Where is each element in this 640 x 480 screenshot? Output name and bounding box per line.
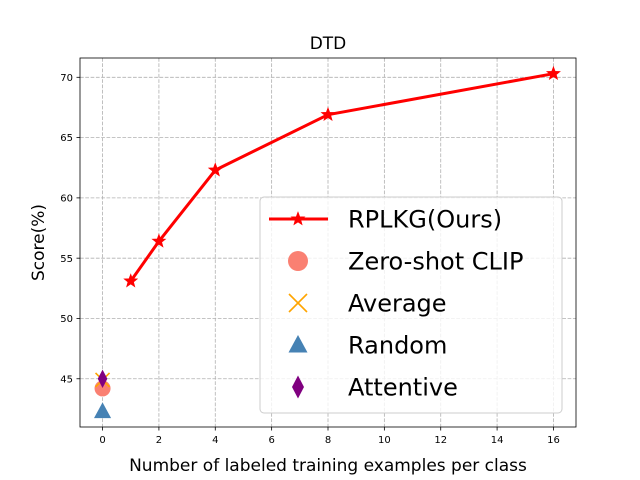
legend-item: RPLKG(Ours)	[269, 206, 502, 234]
legend-marker	[288, 293, 308, 313]
y-tick-label: 55	[60, 254, 73, 265]
data-point	[93, 402, 112, 419]
x-tick-label: 0	[99, 435, 105, 446]
legend-item: Random	[288, 332, 447, 360]
series-random	[93, 402, 112, 419]
legend-marker	[292, 375, 304, 399]
x-tick-label: 2	[156, 435, 162, 446]
legend-label: Random	[348, 332, 447, 360]
x-tick-label: 10	[378, 435, 391, 446]
x-tick-label: 8	[325, 435, 331, 446]
series-attentive	[97, 369, 108, 388]
x-tick-label: 14	[491, 435, 504, 446]
series-rplkg-ours	[123, 65, 561, 288]
legend-item: Zero-shot CLIP	[288, 248, 523, 276]
legend: RPLKG(Ours) Zero-shot CLIP Average Random At…	[259, 196, 563, 414]
legend-label: Average	[348, 290, 447, 318]
data-point	[545, 65, 561, 81]
plot-series	[93, 65, 561, 419]
legend-marker	[288, 335, 308, 353]
data-point	[97, 369, 108, 388]
x-tick-label: 4	[212, 435, 218, 446]
x-tick-label: 12	[434, 435, 447, 446]
legend-label: Attentive	[348, 374, 458, 402]
legend-marker	[288, 251, 308, 271]
legend-item: Attentive	[292, 374, 458, 402]
y-tick-label: 70	[60, 73, 73, 84]
data-point	[207, 162, 223, 177]
x-tick-label: 16	[547, 435, 560, 446]
y-tick-label: 60	[60, 193, 73, 204]
legend-marker	[290, 211, 306, 226]
axis-ticks: 0 2 4 6 8 10 12 14 16 45 50 55 60 65 70	[60, 73, 560, 446]
y-tick-label: 50	[60, 314, 73, 325]
legend-label: RPLKG(Ours)	[348, 206, 502, 234]
legend-label: Zero-shot CLIP	[348, 248, 523, 276]
data-point	[320, 106, 336, 122]
data-point	[151, 233, 167, 248]
x-axis-label: Number of labeled training examples per …	[129, 456, 527, 476]
plot-frame	[79, 57, 577, 428]
x-tick-label: 6	[268, 435, 274, 446]
y-tick-label: 45	[60, 374, 73, 385]
y-tick-label: 65	[60, 133, 73, 144]
legend-item: Average	[288, 290, 447, 318]
y-axis-label: Score(%)	[29, 204, 49, 281]
data-point	[123, 273, 139, 288]
legend-box	[259, 196, 563, 414]
chart-title: DTD	[310, 34, 347, 54]
